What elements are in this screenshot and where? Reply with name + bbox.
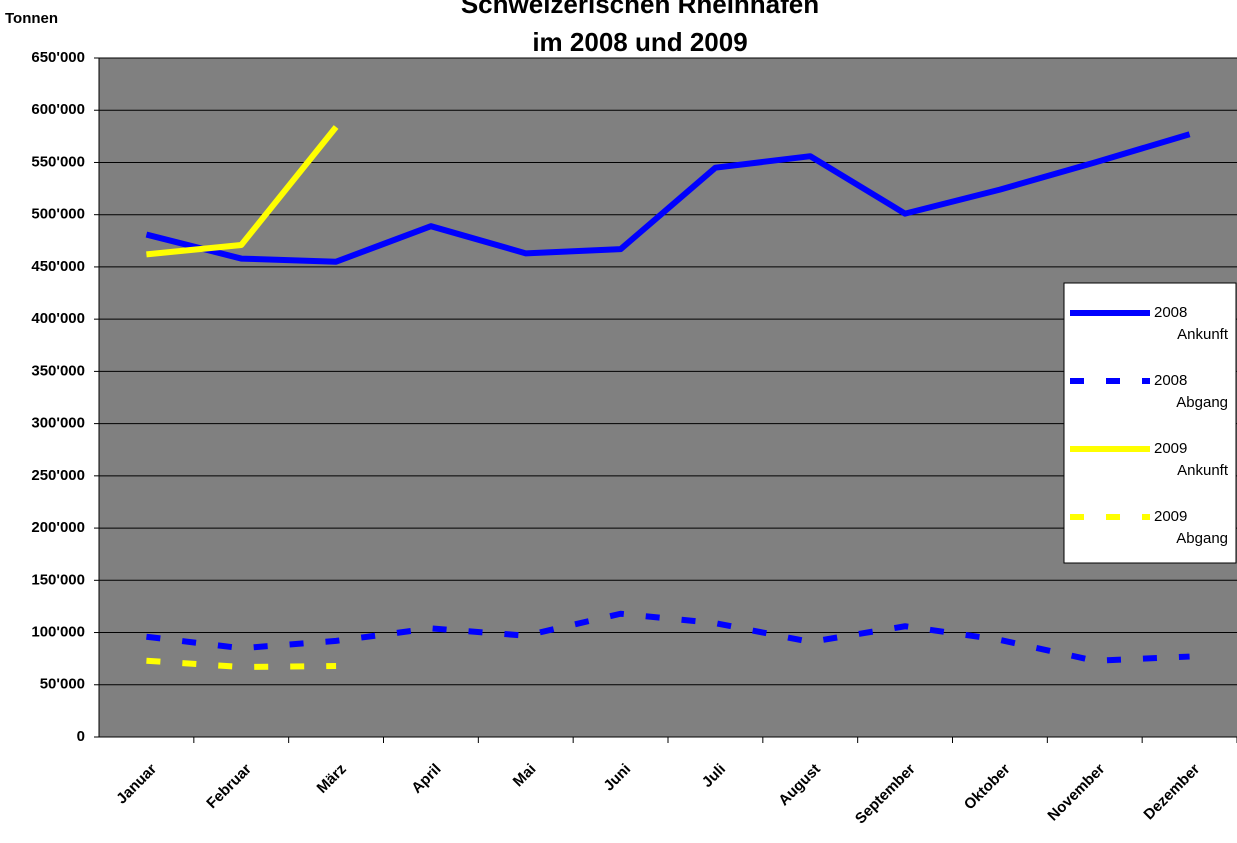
y-tick-label: 500'000 xyxy=(31,206,85,223)
x-tick-label: Mai xyxy=(510,761,540,791)
y-tick-label: 50'000 xyxy=(40,676,85,693)
x-tick-label: Januar xyxy=(113,761,160,808)
x-tick-label: September xyxy=(852,761,919,828)
y-tick-label: 650'000 xyxy=(31,49,85,66)
x-tick-label: Dezember xyxy=(1140,761,1203,824)
plot-area xyxy=(99,58,1237,737)
y-tick-label: 250'000 xyxy=(31,467,85,484)
y-tick-label: 150'000 xyxy=(31,571,85,588)
chart-title: im 2008 und 2009 xyxy=(532,27,747,57)
y-tick-label: 100'000 xyxy=(31,624,85,641)
series-line xyxy=(146,125,339,258)
x-tick-label: März xyxy=(314,761,350,797)
legend-label: 2009 Ankunft xyxy=(1154,440,1229,479)
x-tick-label: Februar xyxy=(203,761,255,813)
x-tick-label: Oktober xyxy=(961,761,1014,814)
x-tick-label: Juni xyxy=(600,761,634,795)
y-tick-label: 550'000 xyxy=(31,153,85,170)
x-tick-label: Juli xyxy=(699,761,729,791)
legend-label: 2008 Abgang xyxy=(1154,372,1228,411)
y-tick-label: 200'000 xyxy=(31,519,85,536)
series-line xyxy=(145,131,1191,265)
y-tick-label: 400'000 xyxy=(31,310,85,327)
y-tick-label: 300'000 xyxy=(31,415,85,432)
y-tick-label: 0 xyxy=(77,728,85,745)
y-tick-label: 350'000 xyxy=(31,362,85,379)
legend-label: 2009 Abgang xyxy=(1154,508,1228,547)
x-tick-label: April xyxy=(408,761,444,797)
y-tick-label: 450'000 xyxy=(31,258,85,275)
chart-title: Schweizerischen Rheinhäfen xyxy=(461,0,819,19)
y-axis-label: Tonnen xyxy=(5,10,58,27)
legend-label: 2008 Ankunft xyxy=(1154,304,1229,343)
x-tick-label: November xyxy=(1044,760,1108,824)
y-tick-label: 600'000 xyxy=(31,101,85,118)
x-tick-label: August xyxy=(775,761,824,810)
